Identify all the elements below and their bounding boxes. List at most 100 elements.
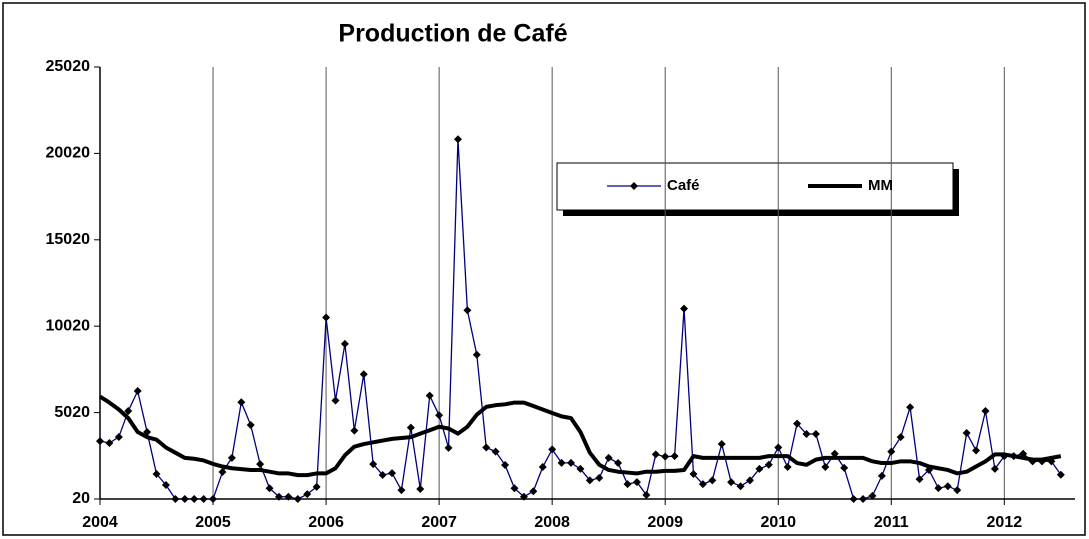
data-point (680, 304, 689, 313)
data-point (642, 491, 651, 500)
data-point (265, 484, 274, 493)
data-point (322, 313, 331, 322)
data-point (548, 445, 557, 454)
data-point (614, 459, 623, 468)
data-point (849, 495, 858, 503)
data-point (482, 443, 491, 452)
x-tick-label: 2010 (760, 514, 796, 531)
data-point (623, 480, 632, 489)
data-point (152, 469, 161, 478)
data-point (218, 468, 227, 477)
x-tick-label: 2009 (647, 514, 683, 531)
data-point (453, 135, 462, 144)
data-point (557, 458, 566, 467)
legend-label: MM (868, 177, 893, 194)
data-point (519, 492, 528, 501)
data-point (180, 495, 189, 503)
data-point (962, 428, 971, 437)
data-point (868, 491, 877, 500)
x-tick-label: 2011 (874, 514, 909, 531)
data-point (604, 453, 613, 462)
data-point (783, 463, 792, 472)
data-point (595, 473, 604, 482)
data-point (472, 350, 481, 359)
data-point (821, 463, 830, 472)
series-line (98, 394, 1062, 478)
data-point (114, 432, 123, 441)
data-point (896, 433, 905, 442)
data-point (171, 495, 180, 503)
data-point (661, 452, 670, 461)
data-point (981, 407, 990, 416)
data-point (227, 453, 236, 462)
data-point (538, 463, 547, 472)
data-point (840, 463, 849, 472)
chart-title: Production de Café (338, 20, 567, 48)
data-point (444, 443, 453, 452)
data-point (501, 460, 510, 469)
data-point (774, 443, 783, 452)
data-point (727, 478, 736, 487)
data-point (199, 495, 208, 503)
data-point (802, 430, 811, 439)
data-point (161, 481, 170, 490)
data-point (585, 476, 594, 485)
x-tick-label: 2005 (195, 514, 231, 531)
data-point (331, 396, 340, 405)
data-point (887, 447, 896, 456)
data-point (915, 475, 924, 484)
y-tick-label: 20 (72, 490, 90, 507)
data-point (435, 411, 444, 420)
data-point (209, 495, 218, 503)
data-point (491, 447, 500, 456)
data-point (764, 460, 773, 469)
data-point (237, 398, 246, 407)
data-point (96, 437, 104, 446)
data-point (698, 480, 707, 489)
data-point (293, 495, 302, 503)
data-point (990, 464, 999, 473)
y-tick-label: 15020 (46, 231, 91, 248)
data-point (1056, 470, 1065, 479)
data-point (934, 484, 943, 493)
data-point (256, 460, 265, 469)
data-point (830, 449, 839, 458)
data-point (246, 421, 255, 430)
data-point (972, 446, 981, 455)
data-point (284, 492, 293, 501)
data-point (378, 470, 387, 479)
data-point (312, 482, 321, 491)
data-point (416, 484, 425, 493)
y-tick-label: 25020 (46, 58, 91, 75)
data-point (793, 419, 802, 428)
data-point (717, 440, 726, 449)
data-point (274, 492, 283, 501)
data-point (567, 458, 575, 467)
data-point (350, 426, 359, 435)
data-point (943, 482, 952, 491)
x-tick-label: 2008 (534, 514, 570, 531)
x-tick-label: 2006 (308, 514, 344, 531)
data-point (632, 478, 641, 487)
data-point (689, 469, 698, 478)
data-point (510, 484, 519, 493)
data-point (736, 482, 745, 491)
data-point (406, 423, 415, 432)
data-point (576, 464, 585, 473)
data-point (811, 430, 820, 439)
data-point (906, 403, 915, 412)
data-point (529, 487, 538, 496)
x-tick-label: 2004 (82, 514, 118, 531)
data-point (397, 486, 406, 495)
data-point (303, 490, 312, 499)
data-point (745, 476, 754, 485)
data-point (877, 471, 886, 480)
data-point (133, 387, 142, 395)
y-tick-label: 10020 (46, 317, 91, 334)
data-point (340, 339, 349, 348)
data-point (859, 495, 868, 503)
data-point (708, 476, 717, 485)
legend-label: Café (667, 177, 700, 194)
